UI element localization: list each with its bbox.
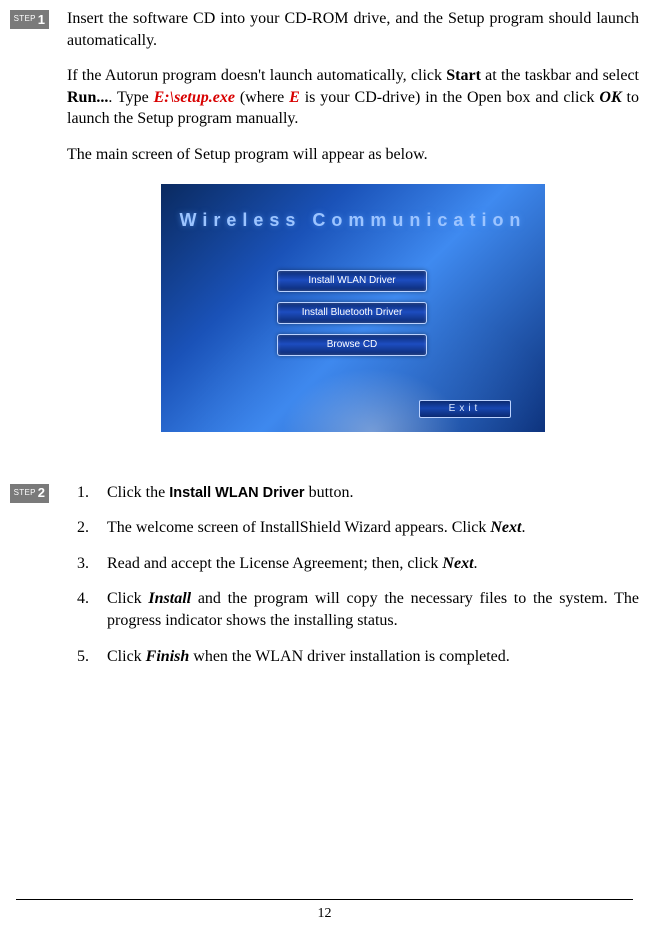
step1-para3: The main screen of Setup program will ap… [67,144,639,166]
text: Read and accept the License Agreement; t… [107,555,442,572]
setup-path: E:\setup.exe [154,89,235,106]
setup-screenshot: Wireless Communication Install WLAN Driv… [161,184,545,432]
next-label: Next [490,519,521,536]
text: Click [107,590,148,607]
page: STEP 1 Insert the software CD into your … [0,0,649,681]
step1-para1: Insert the software CD into your CD-ROM … [67,8,639,51]
screenshot-container: Wireless Communication Install WLAN Driv… [67,184,639,432]
text: . [521,519,525,536]
text: The welcome screen of InstallShield Wiza… [107,519,490,536]
step-badge-number: 1 [38,11,46,29]
step-badge-label: STEP [14,14,36,25]
list-item: Click Finish when the WLAN driver instal… [93,646,639,668]
text: . [474,555,478,572]
step-1-body: Insert the software CD into your CD-ROM … [67,8,639,482]
ok-label: OK [599,89,621,106]
step-2-block: STEP 2 Click the Install WLAN Driver but… [10,482,639,682]
text: Click the [107,484,169,501]
text: Click [107,648,146,665]
step-1-block: STEP 1 Insert the software CD into your … [10,8,639,482]
list-item: Click Install and the program will copy … [93,588,639,631]
page-number: 12 [0,905,649,924]
footer-rule [16,899,633,900]
install-bluetooth-button[interactable]: Install Bluetooth Driver [277,302,427,324]
text: when the WLAN driver installation is com… [189,648,510,665]
step-1-badge: STEP 1 [10,10,49,29]
text: is your CD-drive) in the Open box and cl… [300,89,600,106]
step-2-badge: STEP 2 [10,484,49,503]
step2-list: Click the Install WLAN Driver button. Th… [67,482,639,668]
text: If the Autorun program doesn't launch au… [67,67,446,84]
exit-button[interactable]: Exit [419,400,511,418]
screenshot-title: Wireless Communication [161,208,545,232]
step-badge-number: 2 [38,484,46,502]
drive-letter: E [289,89,300,106]
list-item: Read and accept the License Agreement; t… [93,553,639,575]
install-wlan-button[interactable]: Install WLAN Driver [277,270,427,292]
run-label: Run... [67,89,108,106]
list-item: Click the Install WLAN Driver button. [93,482,639,504]
step-badge-label: STEP [14,488,36,499]
list-item: The welcome screen of InstallShield Wiza… [93,517,639,539]
install-wlan-label: Install WLAN Driver [169,485,304,501]
text: at the taskbar and select [481,67,639,84]
finish-label: Finish [146,648,190,665]
install-label: Install [148,590,191,607]
start-label: Start [446,67,481,84]
text: (where [235,89,289,106]
text: button. [305,484,354,501]
step1-para2: If the Autorun program doesn't launch au… [67,65,639,130]
browse-cd-button[interactable]: Browse CD [277,334,427,356]
step-2-body: Click the Install WLAN Driver button. Th… [67,482,639,682]
next-label: Next [442,555,473,572]
text: . Type [108,89,153,106]
